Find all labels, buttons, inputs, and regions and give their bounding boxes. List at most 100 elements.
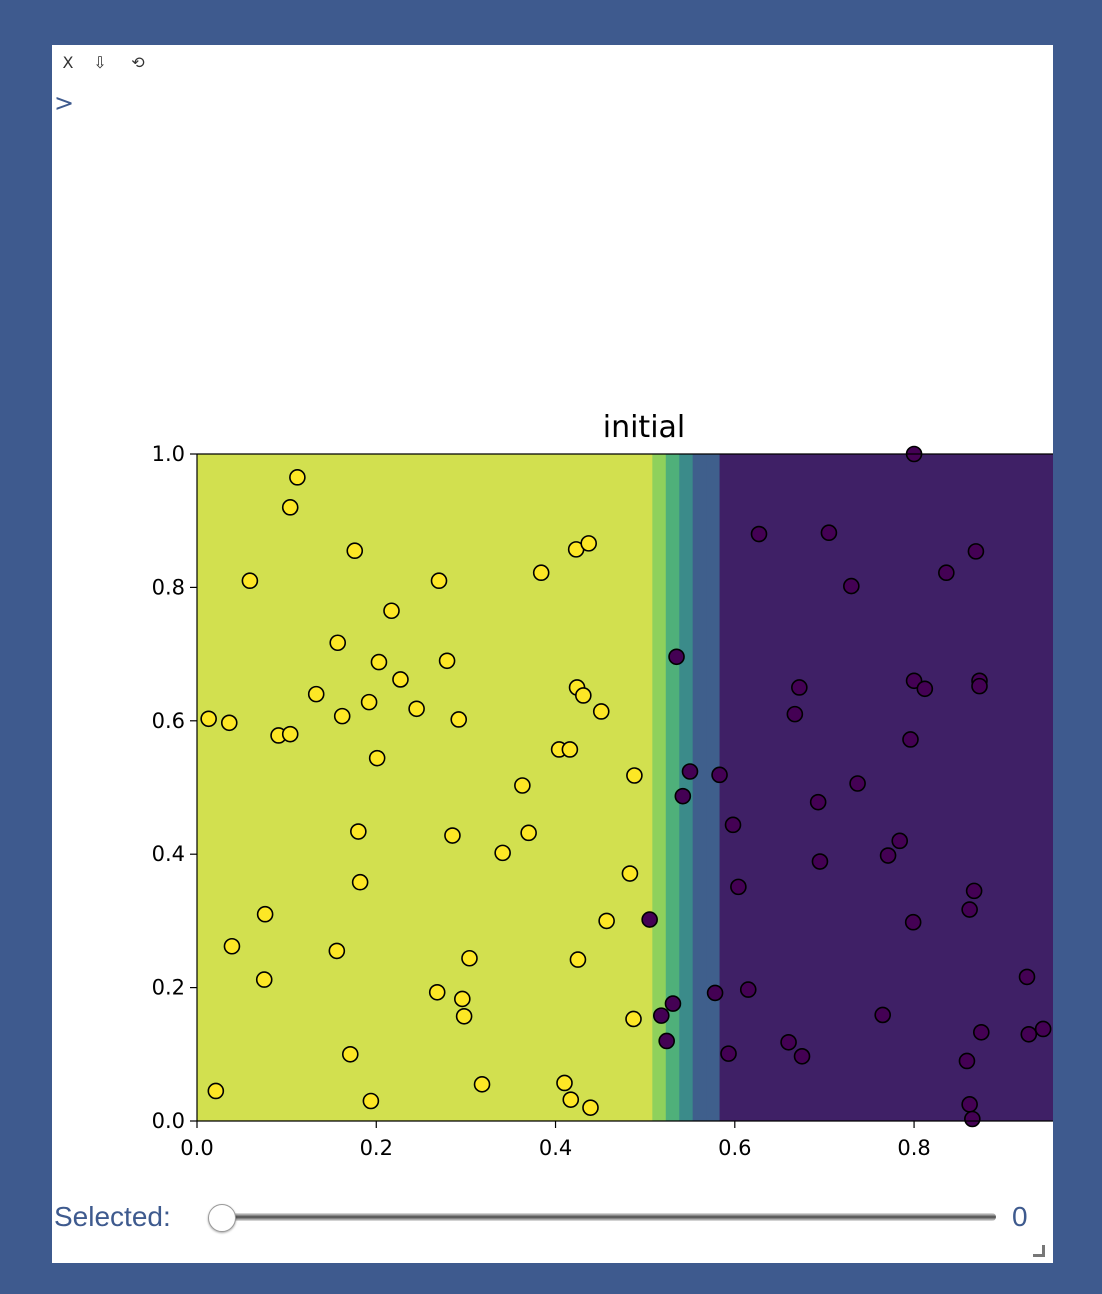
point-class0-16 — [450, 711, 468, 728]
point-class0-14 — [200, 710, 217, 728]
point-class1-25 — [879, 847, 897, 864]
point-class0-20 — [532, 564, 550, 582]
point-class0-8 — [438, 652, 456, 670]
close-button[interactable]: X — [62, 52, 74, 72]
point-class0-34 — [351, 873, 369, 891]
point-class1-30 — [904, 913, 922, 931]
point-class1-24 — [891, 832, 909, 850]
x-tick-label-4: 0.8 — [897, 1136, 930, 1160]
point-class1-38 — [780, 1033, 797, 1051]
point-class1-4 — [641, 911, 658, 928]
point-class0-4 — [430, 572, 448, 590]
point-class0-24 — [575, 687, 592, 704]
y-tick-label-2: 0.4 — [152, 842, 185, 866]
point-class1-35 — [972, 1023, 990, 1041]
download-button[interactable]: ⇩ — [93, 52, 107, 72]
point-class0-28 — [626, 767, 643, 784]
point-class0-50 — [207, 1082, 225, 1100]
point-class1-21 — [849, 775, 866, 792]
point-class0-43 — [428, 983, 446, 1001]
point-class0-31 — [444, 827, 461, 844]
point-class0-38 — [223, 937, 241, 955]
region-band-4 — [692, 454, 707, 1121]
point-class1-11 — [938, 564, 955, 582]
x-tick-label-0: 0.0 — [180, 1136, 213, 1160]
point-class0-39 — [328, 942, 346, 960]
point-class0-3 — [241, 572, 259, 590]
region-band-2 — [665, 454, 680, 1121]
point-class1-0 — [668, 648, 685, 666]
point-class1-39 — [793, 1048, 811, 1065]
y-tick-label-3: 0.6 — [152, 709, 185, 733]
point-class1-32 — [739, 981, 757, 998]
point-class0-1 — [281, 499, 299, 516]
point-class0-5 — [383, 602, 400, 620]
point-class1-20 — [902, 731, 919, 748]
point-class1-43 — [964, 1110, 981, 1128]
region-band-0 — [197, 454, 653, 1121]
region-band-3 — [679, 454, 694, 1121]
point-class0-6 — [329, 634, 347, 652]
y-tick-label-5: 1.0 — [152, 442, 185, 466]
point-class1-29 — [961, 901, 978, 918]
y-tick-label-1: 0.2 — [152, 976, 185, 1000]
point-class0-48 — [473, 1076, 491, 1093]
x-axis-ticks: 0.0 0.2 0.4 0.6 0.8 — [180, 1121, 931, 1160]
point-class0-12 — [408, 700, 425, 718]
point-class1-9 — [820, 524, 838, 542]
point-class0-13 — [333, 707, 351, 725]
point-class1-34 — [874, 1006, 891, 1024]
point-class1-15 — [786, 705, 804, 723]
scatter-plot: 0.0 0.2 0.4 0.6 0.8 0.0 0.2 0.4 0.6 0.8 1.0 initi… — [152, 410, 1053, 1160]
point-class1-3 — [674, 787, 692, 805]
decision-regions — [197, 454, 1053, 1121]
reset-button[interactable]: ⟲ — [131, 52, 145, 72]
point-class0-27 — [561, 741, 579, 758]
point-class0-37 — [598, 912, 615, 930]
y-axis-ticks: 0.0 0.2 0.4 0.6 0.8 1.0 — [152, 442, 197, 1133]
figure-widget: X ⇩ ⟲ > 0.0 0.2 0.4 0.6 0.8 0.0 0.2 0.4 0.6 0.8 1… — [52, 45, 1053, 1263]
slider-thumb[interactable] — [208, 1204, 236, 1232]
point-class1-12 — [967, 543, 985, 560]
resize-handle-icon[interactable] — [1033, 1245, 1045, 1257]
point-class0-42 — [255, 971, 273, 988]
data-points — [200, 445, 1052, 1128]
point-class1-36 — [1020, 1025, 1038, 1043]
point-class0-18 — [281, 725, 299, 743]
point-class1-22 — [809, 793, 827, 811]
point-class0-19 — [368, 749, 386, 767]
point-class1-41 — [958, 1052, 976, 1070]
point-class1-37 — [1034, 1020, 1052, 1038]
point-class0-51 — [362, 1092, 380, 1110]
slider-label: Selected: — [54, 1201, 171, 1232]
point-class1-40 — [720, 1045, 737, 1062]
output-prompt-icon: > — [54, 89, 75, 117]
slider-value: 0 — [1012, 1201, 1028, 1232]
point-class1-27 — [730, 878, 747, 896]
point-class0-46 — [625, 1010, 642, 1028]
x-tick-label-3: 0.6 — [718, 1136, 751, 1160]
x-tick-label-1: 0.2 — [360, 1136, 393, 1160]
point-class0-47 — [341, 1045, 359, 1063]
point-class0-2 — [346, 542, 364, 560]
point-class0-22 — [580, 535, 597, 552]
point-class0-25 — [592, 703, 610, 720]
point-class0-9 — [392, 671, 409, 688]
point-class0-10 — [307, 685, 325, 703]
y-tick-label-4: 0.8 — [152, 575, 185, 599]
point-class0-49 — [556, 1074, 573, 1092]
point-class1-14 — [791, 679, 808, 696]
point-class0-44 — [454, 990, 471, 1008]
region-band-5 — [706, 454, 721, 1121]
point-class1-19 — [971, 677, 988, 695]
point-class0-33 — [494, 844, 511, 862]
point-class0-32 — [520, 824, 537, 842]
point-class1-33 — [1018, 968, 1036, 986]
point-class0-53 — [582, 1099, 599, 1116]
slider-track[interactable] — [210, 1213, 996, 1221]
point-class1-8 — [750, 525, 768, 543]
point-class1-17 — [916, 680, 934, 698]
point-class0-45 — [455, 1007, 473, 1025]
point-class0-11 — [360, 693, 378, 711]
region-band-1 — [652, 454, 667, 1121]
